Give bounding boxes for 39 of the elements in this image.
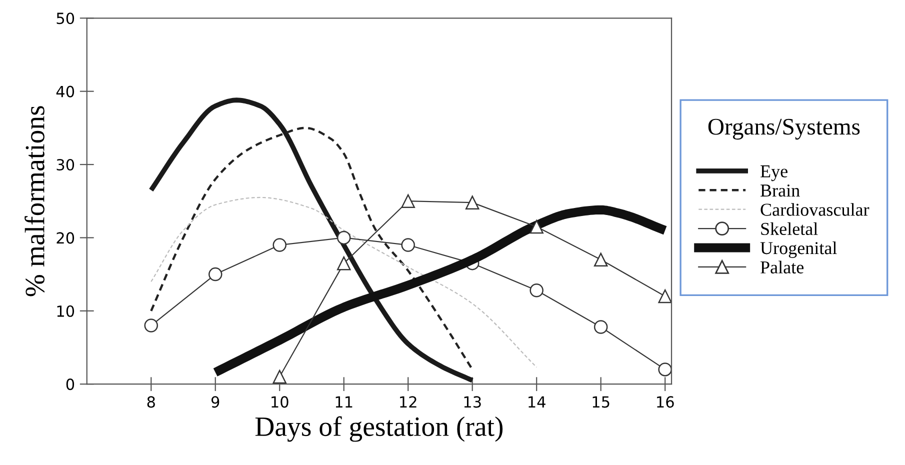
legend-label: Palate <box>760 260 804 274</box>
point <box>144 318 158 332</box>
point <box>401 194 415 208</box>
point <box>208 267 222 282</box>
legend-title: Organs/Systems <box>708 118 860 140</box>
x-tick-label: 10 <box>272 396 288 408</box>
y-tick-label: 40 <box>56 86 74 98</box>
point <box>530 284 544 298</box>
point <box>530 220 544 234</box>
legend-label: Skeletal <box>761 222 818 236</box>
point <box>594 320 608 334</box>
y-tick-label: 0 <box>66 378 74 390</box>
legend-label: Brain <box>760 184 800 197</box>
point <box>594 252 608 267</box>
point <box>336 230 351 245</box>
point <box>272 238 286 252</box>
point <box>465 196 480 210</box>
point <box>401 238 415 252</box>
x-axis-title: Days of gestation (rat) <box>255 416 503 442</box>
x-tick-label: 11 <box>336 396 352 408</box>
y-tick-label: 30 <box>56 158 74 171</box>
y-tick-label: 10 <box>57 305 74 317</box>
y-axis-title: % malformations <box>24 106 45 296</box>
x-tick-label: 12 <box>400 396 416 408</box>
y-tick-label: 50 <box>56 12 74 24</box>
x-tick-label: 15 <box>592 396 610 408</box>
x-tick-label: 8 <box>147 396 155 408</box>
x-tick-label: 16 <box>657 396 674 408</box>
point <box>658 362 672 376</box>
point <box>272 370 286 384</box>
legend-label: Eye <box>760 165 788 182</box>
point <box>336 256 351 270</box>
x-tick-label: 9 <box>211 396 220 408</box>
x-tick-label: 14 <box>528 396 546 408</box>
x-tick-label: 13 <box>464 396 481 408</box>
legend-label: Urogenital <box>760 242 837 258</box>
legend-label: Cardiovascular <box>760 203 870 216</box>
point <box>658 289 672 304</box>
y-tick-label: 20 <box>56 232 74 244</box>
